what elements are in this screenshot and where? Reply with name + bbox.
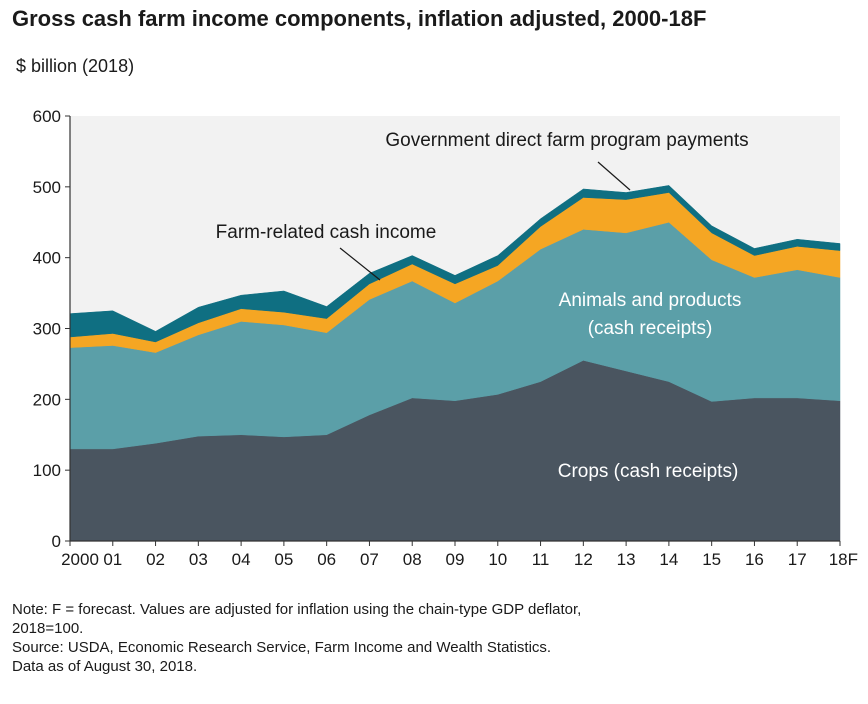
y-tick-label: 0 (52, 532, 61, 551)
y-tick-label: 500 (33, 178, 61, 197)
x-tick-label: 05 (274, 550, 293, 569)
x-tick-label: 08 (403, 550, 422, 569)
x-tick-label: 07 (360, 550, 379, 569)
y-tick-label: 400 (33, 249, 61, 268)
leader-line-government (597, 161, 631, 191)
x-tick-label: 18F (829, 550, 858, 569)
annotation-label: Animals and products (559, 290, 742, 311)
note-line: 2018=100. (12, 620, 84, 637)
x-tick-label: 17 (788, 550, 807, 569)
x-tick-label: 03 (189, 550, 208, 569)
x-tick-label: 12 (574, 550, 593, 569)
chart-title: Gross cash farm income components, infla… (12, 6, 707, 31)
x-tick-label: 16 (745, 550, 764, 569)
x-tick-label: 14 (659, 550, 678, 569)
x-tick-label: 13 (617, 550, 636, 569)
annotation-label: (cash receipts) (588, 318, 713, 339)
y-tick-label: 100 (33, 461, 61, 480)
x-tick-label: 2000 (61, 550, 99, 569)
leader-line-farm-related (339, 247, 381, 281)
x-tick-label: 02 (146, 550, 165, 569)
source-line: Source: USDA, Economic Research Service,… (12, 639, 552, 656)
area-series-3 (69, 185, 841, 343)
chart-notes: Note: F = forecast. Values are adjusted … (12, 600, 852, 676)
annotation-label: Crops (cash receipts) (558, 461, 739, 482)
x-tick-label: 04 (232, 550, 251, 569)
x-tick-label: 15 (702, 550, 721, 569)
annotation-label: Farm-related cash income (216, 222, 437, 243)
x-tick-label: 06 (317, 550, 336, 569)
y-tick-label: 200 (33, 390, 61, 409)
note-line: Note: F = forecast. Values are adjusted … (12, 601, 582, 618)
y-tick-label: 600 (33, 107, 61, 126)
y-tick-label: 300 (33, 320, 61, 339)
x-tick-label: 09 (446, 550, 465, 569)
chart-subtitle: $ billion (2018) (16, 56, 135, 76)
data-date-line: Data as of August 30, 2018. (12, 658, 198, 675)
x-tick-label: 01 (103, 550, 122, 569)
x-tick-label: 11 (532, 550, 550, 569)
x-tick-label: 10 (488, 550, 507, 569)
area-chart: 0 100 200 300 400 500 600 2000 01 02 03 04 05 06 07 08… (33, 107, 858, 569)
annotation-label: Government direct farm program payments (385, 130, 748, 151)
